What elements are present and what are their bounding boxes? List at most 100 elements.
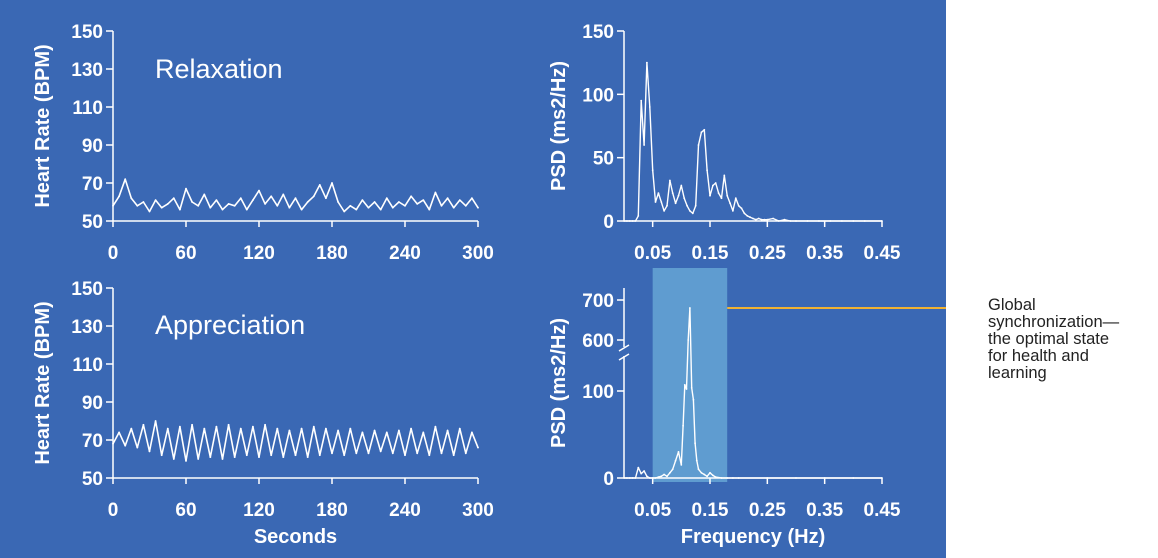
panel-title: Relaxation xyxy=(155,54,283,84)
x-tick-label: 0 xyxy=(108,243,119,264)
y-tick-label: 700 xyxy=(582,291,614,312)
data-point xyxy=(398,201,400,203)
data-point xyxy=(737,477,740,479)
data-point xyxy=(685,388,688,390)
data-point xyxy=(312,195,315,198)
data-point xyxy=(689,210,691,212)
data-point xyxy=(294,197,297,200)
data-point xyxy=(124,444,127,447)
data-point xyxy=(179,208,181,211)
y-tick-label: 70 xyxy=(82,431,103,452)
data-point xyxy=(118,195,120,198)
data-point xyxy=(631,477,634,479)
data-point xyxy=(841,220,843,222)
data-point xyxy=(361,199,364,202)
data-point xyxy=(657,192,660,195)
data-point xyxy=(373,201,376,203)
series-line xyxy=(624,307,882,479)
y-tick-label: 70 xyxy=(82,174,103,195)
data-point xyxy=(318,454,321,457)
data-point xyxy=(221,458,224,460)
data-point xyxy=(197,204,200,207)
x-axis-title: Frequency (Hz) xyxy=(681,526,825,548)
data-point xyxy=(717,192,720,195)
data-point xyxy=(385,431,388,434)
data-point xyxy=(252,199,254,202)
data-point xyxy=(795,220,797,222)
callout-text: Global synchronization— the optimal stat… xyxy=(988,296,1120,382)
x-tick-label: 300 xyxy=(462,243,494,264)
data-point xyxy=(789,220,792,222)
data-point xyxy=(215,199,218,202)
y-tick-label: 130 xyxy=(71,317,103,338)
data-point xyxy=(355,452,358,455)
data-point xyxy=(669,179,671,182)
figure-panel: 50 70 90 110 130 150 0 60 120 180 240 300 Heart Rate… xyxy=(0,0,946,558)
data-point xyxy=(695,459,698,462)
data-point xyxy=(422,199,425,202)
data-point xyxy=(694,204,697,207)
data-point xyxy=(660,475,663,478)
data-point xyxy=(270,454,273,457)
data-point xyxy=(337,429,339,432)
data-point xyxy=(416,203,419,205)
data-point xyxy=(700,131,703,134)
x-tick-label: 120 xyxy=(243,500,275,521)
data-point xyxy=(343,210,346,213)
data-point xyxy=(766,477,769,479)
panel-title: Appreciation xyxy=(155,310,305,340)
data-point xyxy=(209,206,212,209)
x-tick-label: 0.45 xyxy=(864,243,901,264)
x-tick-label: 0.35 xyxy=(806,243,843,264)
x-tick-label: 0.05 xyxy=(634,500,671,521)
data-point xyxy=(795,477,797,479)
data-point xyxy=(852,477,855,479)
data-point xyxy=(740,207,743,210)
data-point xyxy=(755,218,757,221)
data-point xyxy=(300,427,303,430)
x-tick-label: 240 xyxy=(389,500,421,521)
data-point xyxy=(677,451,680,453)
data-point xyxy=(823,477,826,479)
x-tick-label: 0.15 xyxy=(692,500,729,521)
data-point xyxy=(404,204,406,207)
data-point xyxy=(680,184,683,187)
axis-break-mark xyxy=(618,344,630,361)
data-point xyxy=(634,477,637,479)
series-line xyxy=(624,62,882,222)
data-point xyxy=(282,456,285,458)
data-point xyxy=(806,220,809,222)
data-point xyxy=(458,199,461,202)
data-point xyxy=(674,459,677,462)
y-tick-label: 50 xyxy=(82,469,103,490)
data-point xyxy=(361,431,364,434)
data-point xyxy=(458,427,461,430)
data-point xyxy=(646,475,648,478)
data-point xyxy=(349,204,352,207)
data-point xyxy=(881,477,883,479)
data-point xyxy=(700,471,703,474)
x-tick-label: 0.05 xyxy=(634,243,671,264)
data-point xyxy=(640,472,643,475)
data-point xyxy=(464,204,467,207)
data-point xyxy=(471,431,473,434)
data-point xyxy=(142,423,145,426)
data-point xyxy=(282,193,285,196)
y-tick-label: 150 xyxy=(71,22,103,43)
data-point xyxy=(166,203,169,205)
data-point xyxy=(245,208,248,211)
data-point xyxy=(677,194,680,197)
data-point xyxy=(446,429,449,432)
data-point xyxy=(428,208,431,211)
data-point xyxy=(154,420,157,422)
data-point xyxy=(749,216,751,219)
data-point xyxy=(197,458,200,460)
data-point xyxy=(723,174,726,177)
data-point xyxy=(331,182,333,184)
x-tick-label: 0.45 xyxy=(864,500,901,521)
series-line xyxy=(112,178,479,213)
data-point xyxy=(446,197,449,200)
data-point xyxy=(703,473,706,476)
data-point xyxy=(154,199,157,202)
x-tick-label: 120 xyxy=(243,243,275,264)
